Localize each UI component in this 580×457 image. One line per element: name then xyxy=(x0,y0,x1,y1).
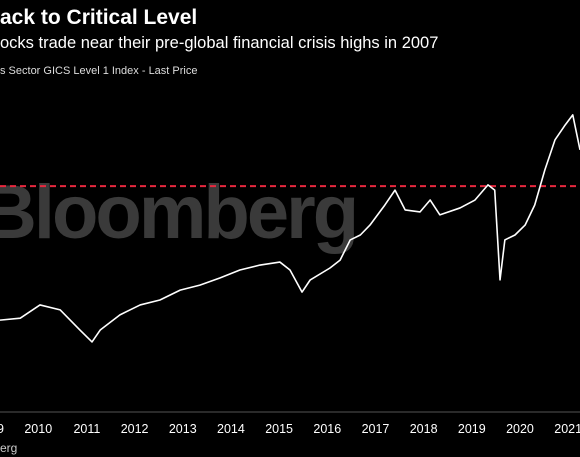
x-tick-label: 2012 xyxy=(121,422,149,436)
x-tick-label: 2010 xyxy=(24,422,52,436)
x-tick-label: 2018 xyxy=(410,422,438,436)
watermark: Bloomberg xyxy=(0,170,356,255)
x-tick-label: 9 xyxy=(0,422,4,436)
x-tick-label: 2011 xyxy=(73,422,100,436)
x-tick-label: 2021 xyxy=(554,422,580,436)
x-tick-label: 2015 xyxy=(265,422,293,436)
x-tick-label: 2017 xyxy=(362,422,390,436)
x-tick-label: 2020 xyxy=(506,422,534,436)
x-tick-label: 2016 xyxy=(313,422,341,436)
x-tick-label: 2013 xyxy=(169,422,197,436)
legend-label: s Sector GICS Level 1 Index - Last Price xyxy=(0,65,197,77)
x-tick-label: 2014 xyxy=(217,422,245,436)
x-tick-label: 2019 xyxy=(458,422,486,436)
data-line xyxy=(0,114,580,343)
chart-title: ack to Critical Level xyxy=(0,6,197,29)
source: erg xyxy=(0,441,17,455)
chart-subtitle: ocks trade near their pre-global financi… xyxy=(0,34,438,52)
